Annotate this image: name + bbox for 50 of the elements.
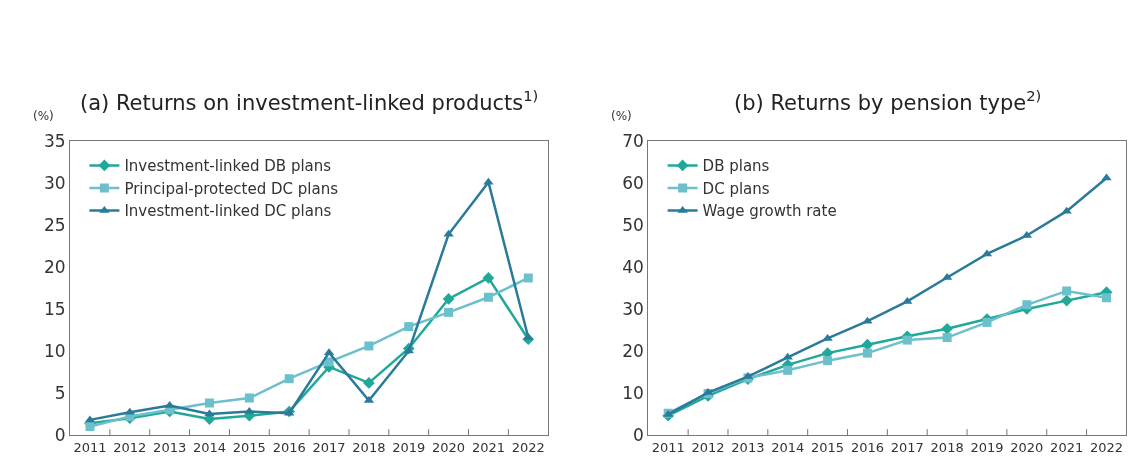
x-tick-label: 2021 <box>471 439 505 455</box>
y-tick-label: 30 <box>44 172 66 193</box>
y-tick-label: 20 <box>622 340 644 361</box>
x-tick-label: 2013 <box>731 439 765 455</box>
y-tick-label: 50 <box>622 214 644 235</box>
x-tick-label: 2019 <box>970 439 1004 455</box>
y-tick-label: 5 <box>54 382 66 403</box>
x-tick-label: 2015 <box>811 439 845 455</box>
x-tick-label: 2015 <box>232 439 266 455</box>
x-tick-label: 2020 <box>1010 439 1044 455</box>
y-tick-label: 30 <box>622 298 644 319</box>
legend-label: Investment-linked DC plans <box>124 202 332 221</box>
legend-label: Investment-linked DB plans <box>124 157 332 176</box>
x-tick-label: 2014 <box>192 439 227 455</box>
x-tick-label: 2014 <box>771 439 805 455</box>
x-tick-label: 2018 <box>930 439 964 455</box>
y-tick-label: 70 <box>622 130 644 151</box>
x-tick-label: 2016 <box>850 439 884 455</box>
x-tick-label: 2021 <box>1050 439 1084 455</box>
y-tick-label: 25 <box>44 214 66 235</box>
y-tick-label: 0 <box>54 424 66 445</box>
x-tick-label: 2017 <box>312 439 346 455</box>
y-tick-label: 0 <box>633 424 644 445</box>
legend-label: Principal-protected DC plans <box>124 179 339 198</box>
legend-label: DC plans <box>702 179 770 198</box>
x-tick-label: 2022 <box>1089 439 1124 455</box>
x-tick-label: 2012 <box>691 439 725 455</box>
x-tick-label: 2013 <box>153 439 187 455</box>
y-axis-title: (%) <box>33 109 54 123</box>
x-tick-label: 2020 <box>432 439 466 455</box>
chart-title: (a) Returns on investment-linked products$^{1)}$ <box>80 87 539 115</box>
x-tick-label: 2022 <box>511 439 545 455</box>
x-tick-label: 2011 <box>651 439 685 455</box>
x-tick-label: 2018 <box>352 439 386 455</box>
x-tick-label: 2012 <box>113 439 147 455</box>
x-tick-label: 2017 <box>890 439 924 455</box>
y-tick-label: 10 <box>44 340 66 361</box>
legend-label: Wage growth rate <box>702 202 837 221</box>
y-tick-label: 40 <box>622 256 644 277</box>
y-tick-label: 60 <box>622 172 644 193</box>
x-tick-label: 2016 <box>272 439 306 455</box>
y-tick-label: 15 <box>44 298 66 319</box>
chart-title: (b) Returns by pension type$^{2)}$ <box>734 87 1042 115</box>
y-tick-label: 20 <box>44 256 66 277</box>
y-tick-label: 10 <box>622 382 644 403</box>
x-tick-label: 2019 <box>392 439 426 455</box>
y-tick-label: 35 <box>44 130 66 151</box>
x-tick-label: 2011 <box>73 439 107 455</box>
legend-label: DB plans <box>702 157 770 176</box>
y-axis-title: (%) <box>611 109 632 123</box>
